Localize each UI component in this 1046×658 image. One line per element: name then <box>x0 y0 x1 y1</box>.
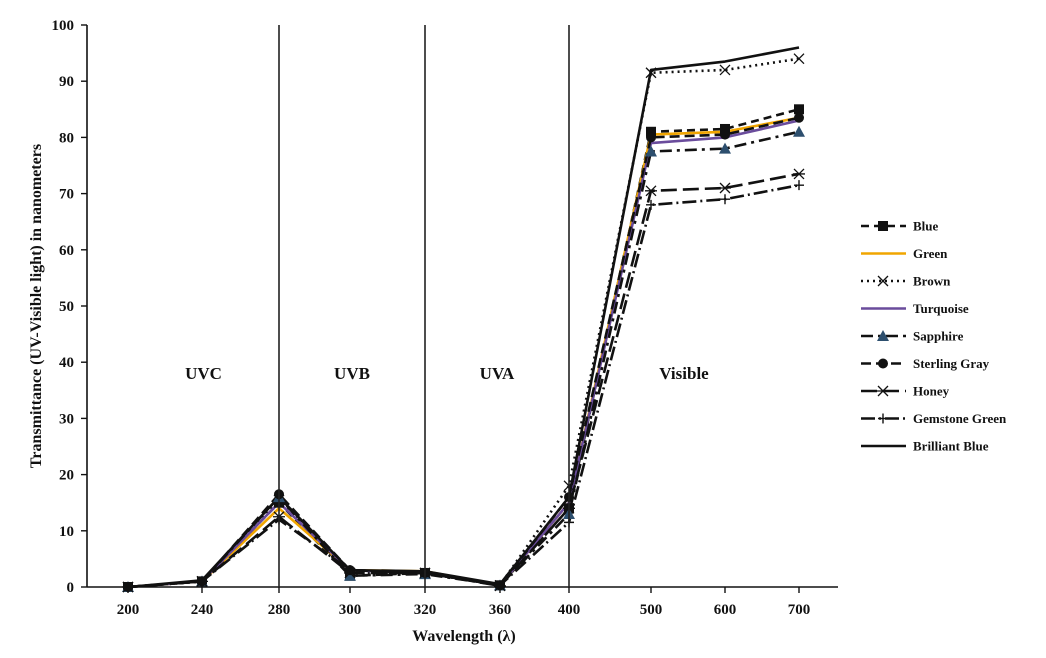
data-point <box>646 132 656 143</box>
x-tick-label: 600 <box>714 602 737 618</box>
legend-marker <box>878 221 888 231</box>
x-tick-label: 400 <box>558 602 581 618</box>
data-point <box>720 194 730 205</box>
y-tick-label: 40 <box>59 355 74 371</box>
x-tick-label: 360 <box>489 602 512 618</box>
x-axis-title: Wavelength (λ) <box>412 628 515 645</box>
legend-label: Blue <box>913 219 939 234</box>
y-tick-label: 90 <box>59 74 74 90</box>
y-tick-label: 30 <box>59 411 74 427</box>
x-tick-label: 240 <box>191 602 214 618</box>
x-tick-label: 700 <box>788 602 811 618</box>
series-line-blue <box>127 108 800 589</box>
legend-marker <box>877 385 889 397</box>
x-tick-label: 280 <box>268 602 291 618</box>
data-point <box>793 168 805 180</box>
data-point <box>794 180 804 191</box>
x-tick-label: 200 <box>117 602 140 618</box>
legend-label: Gemstone Green <box>913 411 1007 426</box>
data-point <box>720 123 730 134</box>
data-point <box>645 145 657 157</box>
series-line-brown <box>127 57 800 589</box>
y-tick-label: 70 <box>59 187 74 203</box>
y-tick-label: 100 <box>52 18 75 34</box>
legend-marker <box>878 413 888 424</box>
data-point <box>719 64 731 76</box>
legend-label: Brilliant Blue <box>913 439 989 454</box>
data-point <box>719 142 731 154</box>
y-tick-label: 20 <box>59 468 74 484</box>
data-point <box>197 576 207 587</box>
data-point <box>646 199 656 210</box>
legend-label: Green <box>913 246 948 261</box>
x-tick-label: 320 <box>414 602 437 618</box>
data-point <box>344 569 356 581</box>
region-label: UVA <box>480 364 515 383</box>
region-label: UVB <box>334 364 370 383</box>
legend-label: Turquoise <box>913 301 969 316</box>
x-tick-label: 500 <box>640 602 663 618</box>
data-point <box>794 112 804 123</box>
data-point <box>719 182 731 194</box>
y-tick-label: 60 <box>59 243 74 259</box>
legend-label: Sapphire <box>913 329 964 344</box>
y-tick-label: 50 <box>59 299 74 315</box>
legend-marker <box>877 330 889 341</box>
y-axis-title: Transmittance (UV-Visible light) in nano… <box>28 144 45 468</box>
legend-label: Brown <box>913 274 951 289</box>
series-line-turquoise <box>127 119 800 589</box>
data-point <box>793 53 805 65</box>
series-line-sapphire <box>127 130 800 589</box>
y-tick-label: 10 <box>59 524 74 540</box>
legend-marker <box>878 358 888 369</box>
legend-marker <box>877 275 889 287</box>
legend-label: Honey <box>913 384 950 399</box>
x-tick-label: 300 <box>339 602 362 618</box>
y-tick-label: 0 <box>67 580 75 596</box>
region-label: Visible <box>659 364 709 383</box>
series-line-brilliant-blue <box>127 46 800 589</box>
region-label: UVC <box>185 364 222 383</box>
data-point <box>646 126 656 137</box>
data-point <box>645 185 657 197</box>
legend-label: Sterling Gray <box>913 356 990 371</box>
data-point <box>720 129 730 140</box>
data-point <box>345 565 355 576</box>
data-point <box>794 104 804 115</box>
y-tick-label: 80 <box>59 130 74 146</box>
series-line-gemstone-green <box>127 183 800 589</box>
data-point <box>793 125 805 137</box>
data-point <box>645 67 657 79</box>
